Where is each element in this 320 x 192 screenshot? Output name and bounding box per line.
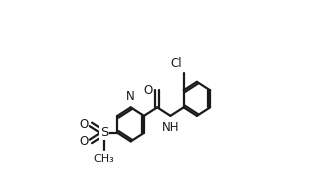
Text: O: O bbox=[143, 84, 152, 97]
Text: N: N bbox=[126, 90, 135, 103]
Text: O: O bbox=[80, 135, 89, 148]
Text: Cl: Cl bbox=[170, 57, 182, 70]
Text: NH: NH bbox=[162, 121, 179, 134]
Text: CH₃: CH₃ bbox=[94, 154, 115, 164]
Text: S: S bbox=[100, 126, 108, 139]
Text: O: O bbox=[80, 118, 89, 131]
